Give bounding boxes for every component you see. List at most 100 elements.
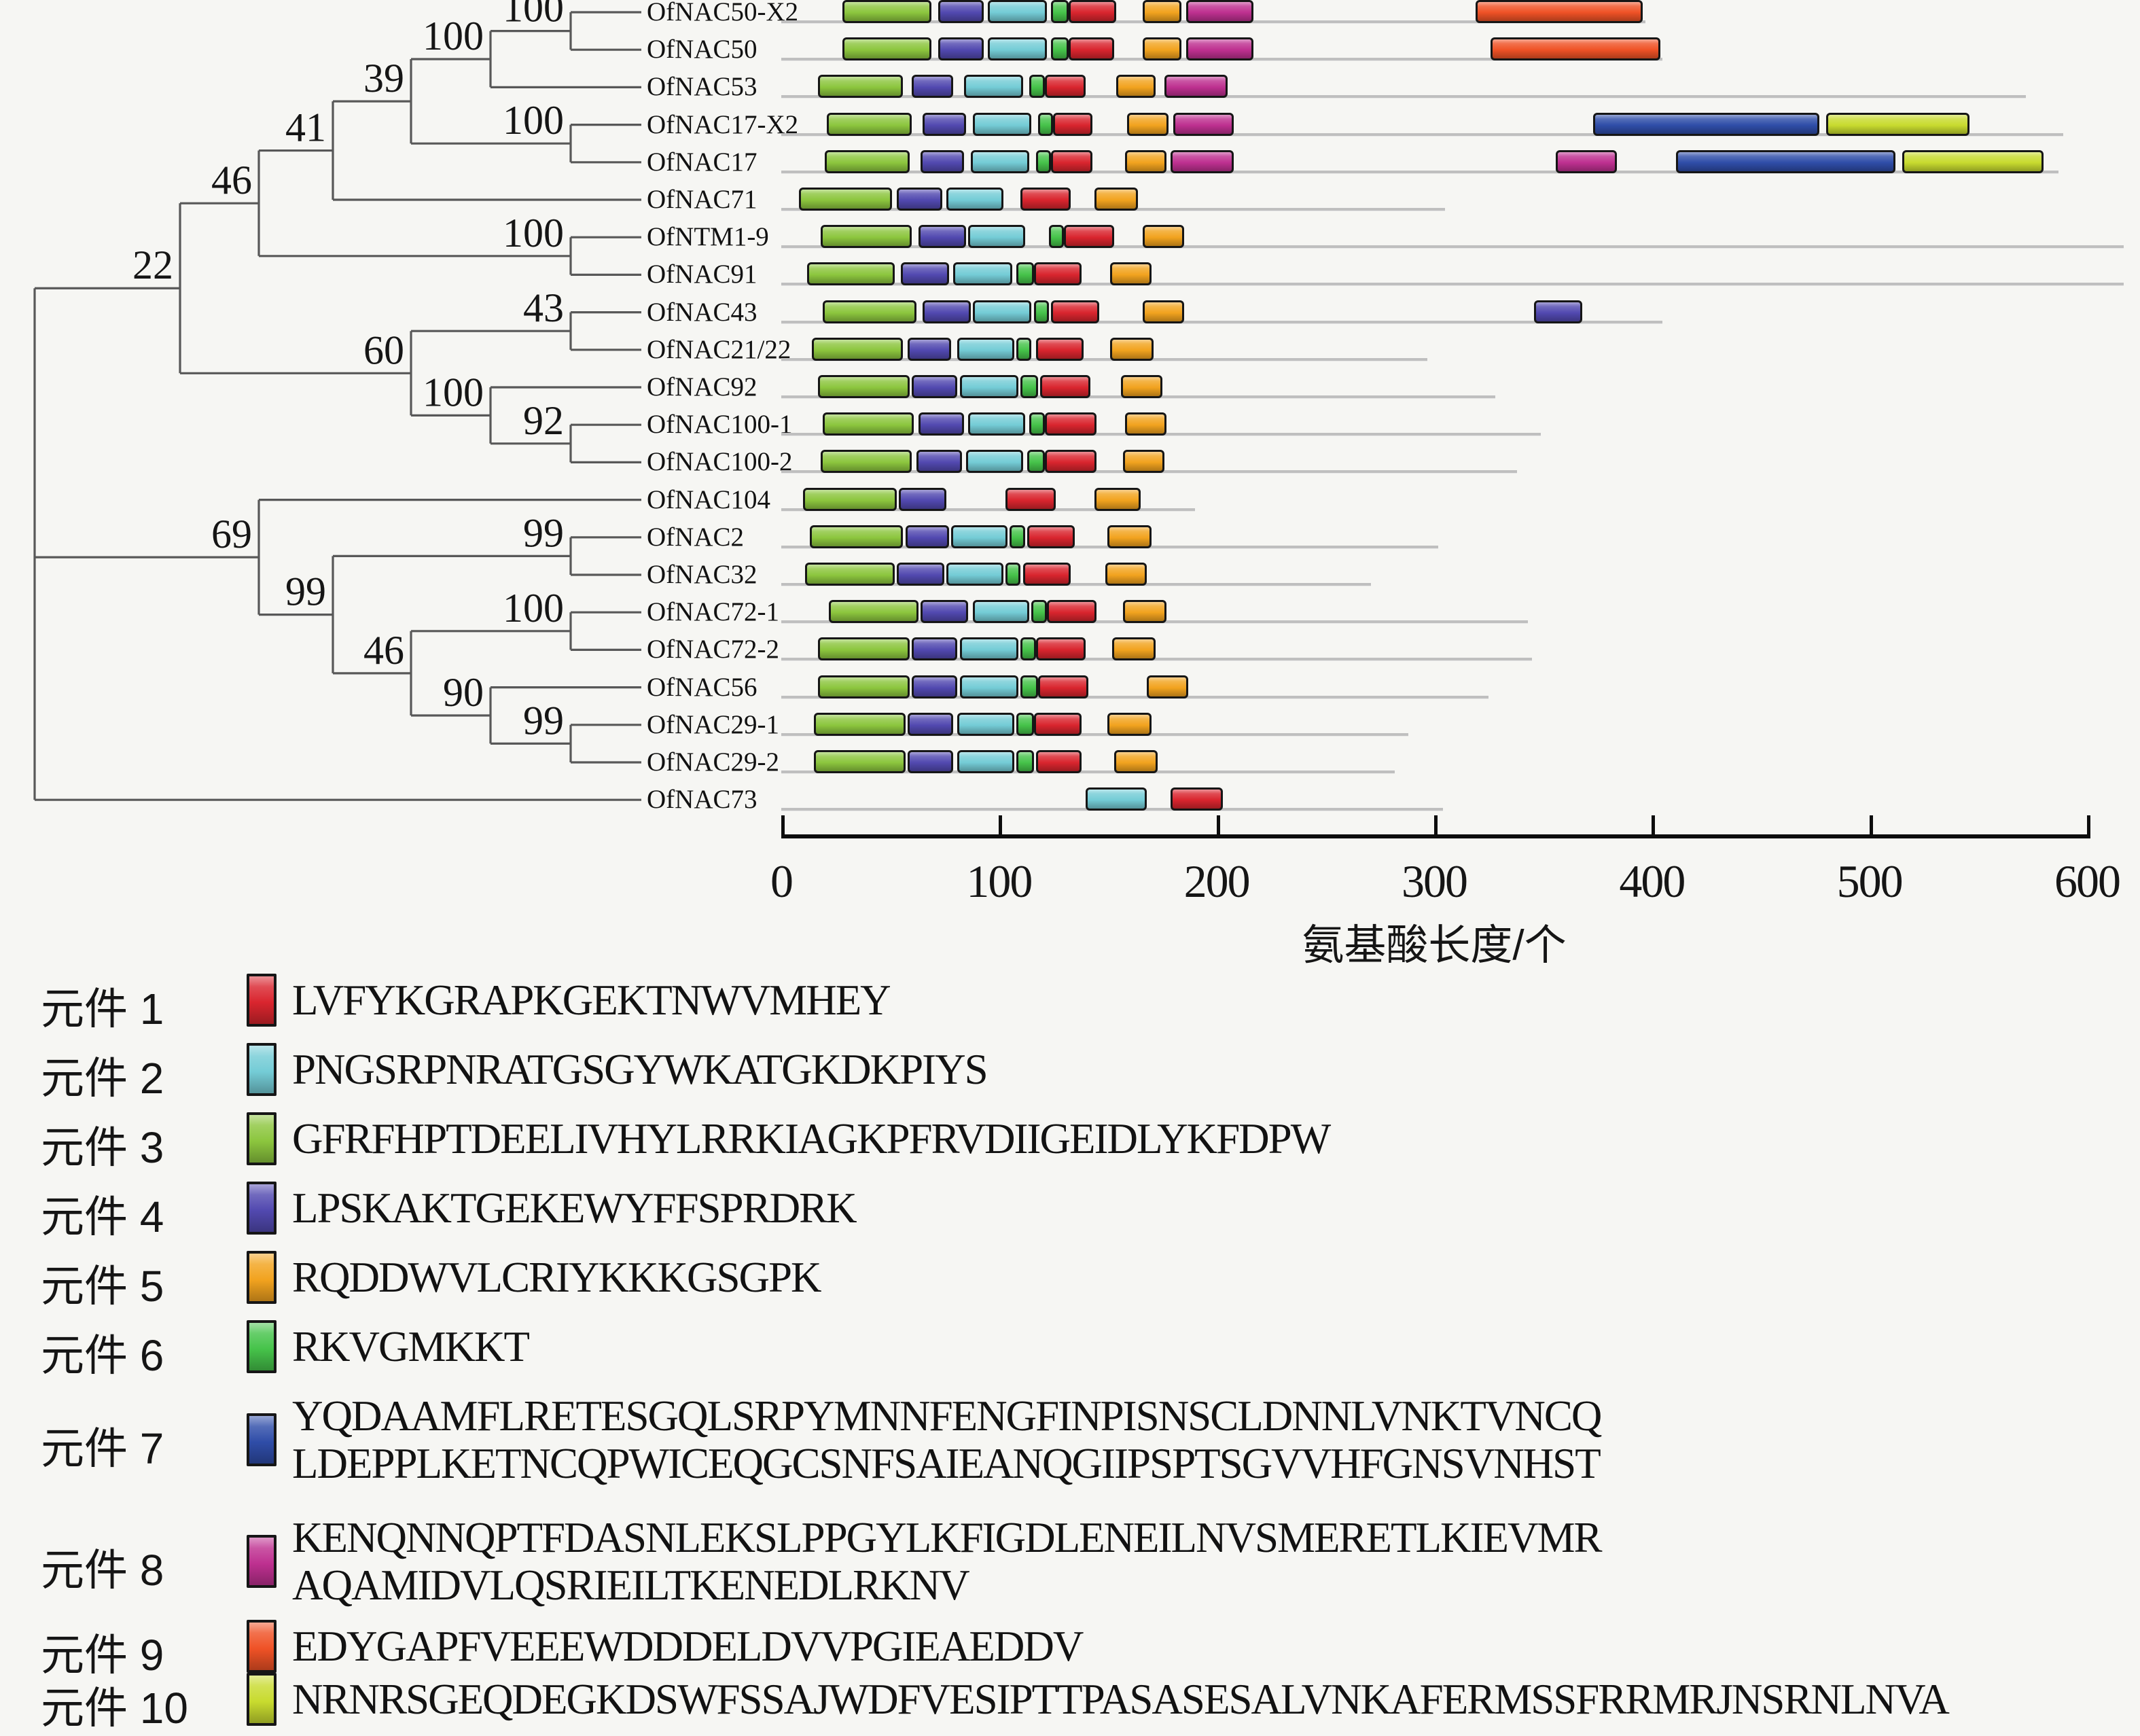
bootstrap-value: 69 [211, 512, 252, 556]
motif-6-bar [1020, 675, 1038, 698]
motif-1-bar [1033, 262, 1082, 286]
motif-2-bar [968, 412, 1025, 436]
protein-backbone-line [781, 283, 2124, 287]
bootstrap-value: 41 [285, 105, 326, 150]
motif-2-bar [957, 750, 1014, 773]
motif-4-bar [918, 225, 967, 249]
motif-8-bar [1164, 75, 1228, 99]
motif-1-bar [1040, 375, 1090, 398]
motif-6-bar [1035, 149, 1052, 173]
motif-5-bar [1147, 675, 1188, 698]
legend-item-motif-1: 元件 1 LVFYKGRAPKGEKTNWVMHEY [0, 974, 2140, 1033]
bootstrap-value: 100 [503, 0, 564, 31]
x-axis-tick-label: 500 [1836, 855, 1904, 907]
legend-color-swatch [247, 1182, 277, 1235]
legend-item-motif-3: 元件 3 GFRFHPTDEELIVHYLRRKIAGKPFRVDIIGEIDLY… [0, 1112, 2140, 1172]
motif-5-bar [1105, 563, 1147, 586]
motif-8-bar [1173, 112, 1234, 136]
motif-5-bar [1142, 300, 1184, 323]
bootstrap-value: 92 [523, 398, 564, 443]
gene-label: OfNAC17-X2 [647, 109, 799, 139]
motif-8-bar [1556, 149, 1618, 173]
gene-label: OfNAC71 [647, 185, 757, 214]
motif-3-bar [818, 375, 910, 398]
motif-1-bar [1171, 787, 1224, 811]
motif-2-bar [959, 375, 1019, 398]
motif-1-bar [1035, 637, 1086, 661]
motif-1-bar [1046, 600, 1097, 624]
gene-label: OfNAC92 [647, 372, 757, 402]
legend-motif-name: 元件 8 [41, 1546, 164, 1595]
motif-3-bar [814, 712, 906, 736]
motif-3-bar [814, 750, 906, 773]
motif-2-bar [966, 450, 1023, 474]
x-axis-tick [1433, 815, 1438, 834]
motif-1-bar [1027, 525, 1075, 548]
motif-4-bar [912, 675, 958, 698]
motif-5-bar [1107, 712, 1152, 736]
protein-backbone-line [781, 695, 1489, 699]
legend-item-motif-2: 元件 2 PNGSRPNRATGSGYWKATGKDKPIYS [0, 1043, 2140, 1103]
legend-motif-sequence: LVFYKGRAPKGEKTNWVMHEY [292, 976, 891, 1024]
motif-4-bar [923, 112, 967, 136]
motif-4-bar [898, 487, 947, 511]
motif-4-bar [938, 37, 984, 61]
motif-2-bar [970, 149, 1030, 173]
motif-2-bar [946, 188, 1003, 211]
motif-3-bar [807, 262, 895, 286]
bootstrap-value: 46 [211, 158, 252, 202]
motif-6-bar [1016, 337, 1032, 361]
motif-4-bar [907, 750, 954, 773]
motif-5-bar [1109, 262, 1152, 286]
motif-5-bar [1122, 600, 1166, 624]
protein-backbone-line [781, 732, 1408, 737]
protein-backbone-line [781, 508, 1195, 512]
motif-5-bar [1142, 225, 1184, 249]
gene-label: OfNAC32 [647, 560, 757, 589]
motif-10-bar [1825, 112, 1969, 136]
x-axis-title: 氨基酸长度/个 [1302, 922, 1567, 969]
motif-9-bar [1475, 0, 1643, 23]
legend-motif-name: 元件 7 [41, 1424, 164, 1473]
bootstrap-value: 46 [363, 628, 404, 673]
legend-motif-name: 元件 9 [41, 1631, 164, 1680]
motif-3-bar [822, 300, 916, 323]
gene-label: OfNAC21/22 [647, 334, 791, 364]
motif-1-bar [1037, 675, 1088, 698]
gene-label: OfNAC100-2 [647, 447, 793, 477]
legend-color-swatch [247, 1112, 277, 1165]
legend-motif-name: 元件 10 [41, 1684, 188, 1733]
x-axis-line [781, 834, 2090, 838]
legend-color-swatch [247, 1043, 277, 1096]
motif-3-bar [842, 0, 932, 23]
motif-5-bar [1120, 375, 1162, 398]
protein-backbone-line [781, 245, 2124, 249]
legend-item-motif-8: 元件 8 KENQNNQPTFDASNLEKSLPPGYLKFIGDLENEILN… [0, 1514, 2140, 1609]
motif-2-bar [953, 262, 1012, 286]
motif-5-bar [1125, 149, 1166, 173]
legend-color-swatch [247, 1535, 277, 1588]
bootstrap-value: 90 [443, 670, 484, 715]
legend-item-motif-5: 元件 5 RQDDWVLCRIYKKKGSGPK [0, 1251, 2140, 1311]
motif-6-bar [1029, 75, 1045, 99]
motif-5-bar [1122, 450, 1164, 474]
motif-1-bar [1064, 225, 1115, 249]
motif-1-bar [1051, 149, 1093, 173]
bootstrap-value: 99 [523, 698, 564, 743]
motif-6-bar [1016, 750, 1034, 773]
motif-4-bar [1534, 300, 1582, 323]
gene-label: OfNAC72-1 [647, 597, 779, 627]
motif-3-bar [803, 487, 897, 511]
motif-3-bar [809, 525, 904, 548]
legend-color-swatch [247, 974, 277, 1027]
bootstrap-value: 99 [285, 569, 326, 614]
gene-label: OfNAC50 [647, 35, 757, 65]
gene-label: OfNAC43 [647, 297, 757, 327]
x-axis-tick-label: 400 [1619, 855, 1686, 907]
motif-6-bar [1029, 412, 1045, 436]
legend-motif-sequence: RKVGMKKT [292, 1323, 530, 1370]
bootstrap-value: 100 [503, 211, 564, 255]
legend-motif-name: 元件 6 [41, 1331, 164, 1380]
motif-5-bar [1127, 112, 1169, 136]
